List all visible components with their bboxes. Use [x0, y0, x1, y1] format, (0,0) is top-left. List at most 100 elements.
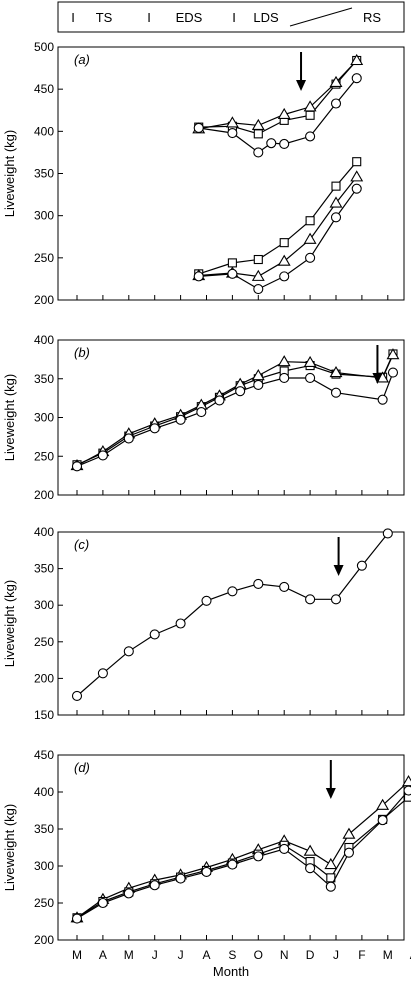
x-tick-label: M — [72, 948, 82, 962]
y-tick-label: 250 — [34, 449, 54, 463]
data-point-circle — [201, 595, 212, 606]
series-line — [76, 781, 409, 919]
y-tick-label: 200 — [34, 293, 54, 307]
data-point-circle — [343, 847, 355, 858]
data-point-triangle — [376, 798, 390, 810]
y-tick-label: 200 — [34, 933, 54, 947]
season-label-ts: TS — [96, 10, 113, 25]
data-point-circle — [175, 618, 186, 629]
data-point-circle — [279, 138, 290, 150]
data-point-triangle — [277, 107, 291, 120]
y-tick-label: 150 — [34, 708, 54, 722]
data-point-circle — [149, 423, 160, 434]
series-2-square — [72, 792, 411, 923]
x-tick-label: O — [254, 948, 263, 962]
x-tick-label: A — [202, 948, 210, 962]
arrow-icon — [325, 760, 336, 799]
data-point-circle — [325, 881, 336, 892]
data-point-circle — [214, 395, 225, 406]
series-line — [198, 60, 358, 130]
data-point-circle — [71, 690, 83, 702]
y-tick-label: 350 — [34, 822, 54, 836]
data-point-triangle — [251, 269, 265, 281]
y-tick-label: 400 — [34, 333, 54, 347]
season-transition-line — [289, 7, 353, 27]
data-point-circle — [227, 268, 238, 279]
season-bar-frame — [57, 1, 405, 33]
data-point-circle — [196, 407, 207, 418]
y-axis-label: Liveweight (kg) — [2, 374, 17, 461]
data-point-triangle — [251, 369, 265, 381]
season-label-lds: LDS — [253, 10, 279, 25]
data-point-circle — [330, 212, 342, 223]
season-label-eds: EDS — [176, 10, 203, 25]
panel-1: 200 250 300 350 400 450 500 Liveweight (kg) (a) — [2, 40, 405, 307]
data-point-circle — [330, 387, 342, 398]
data-point-circle — [279, 271, 290, 282]
series-2-triangle — [192, 53, 364, 134]
panel-4: 200 250 300 350 400 450 Liveweight (kg) (d) — [2, 748, 411, 947]
y-tick-label: 200 — [34, 671, 54, 685]
panel-3: 150 200 250 300 350 400 Liveweight (kg) (c) — [2, 525, 405, 722]
y-tick-label: 500 — [34, 40, 54, 54]
season-label-rs: RS — [363, 10, 381, 25]
arrow-icon — [333, 537, 344, 576]
x-tick-label: M — [124, 948, 134, 962]
data-point-square — [331, 181, 341, 191]
data-point-triangle — [329, 365, 343, 378]
y-tick-label: 350 — [34, 167, 54, 181]
data-point-triangle — [303, 100, 317, 112]
data-point-circle — [71, 461, 83, 472]
series-line — [76, 353, 394, 466]
y-tick-label: 450 — [34, 82, 54, 96]
data-point-circle — [330, 594, 342, 605]
data-point-circle — [227, 586, 238, 597]
series-4-square — [194, 157, 362, 279]
x-tick-label: A — [99, 948, 107, 962]
data-point-circle — [377, 394, 388, 405]
data-point-circle — [305, 131, 316, 142]
data-point-circle — [356, 560, 367, 571]
data-point-triangle — [386, 348, 400, 360]
season-divider: I — [71, 10, 75, 25]
y-tick-label: 250 — [34, 896, 54, 910]
y-tick-label: 300 — [34, 859, 54, 873]
series-line — [198, 77, 358, 154]
data-point-circle — [305, 863, 316, 874]
y-tick-label: 350 — [34, 562, 54, 576]
data-point-circle — [351, 73, 362, 84]
arrow-head — [325, 788, 336, 799]
series-line — [198, 60, 358, 135]
y-tick-label: 200 — [34, 488, 54, 502]
data-point-circle — [175, 873, 186, 884]
data-point-square — [227, 258, 237, 268]
data-point-circle — [123, 646, 134, 657]
x-axis-label: Month — [213, 964, 249, 979]
data-point-circle — [279, 372, 290, 384]
x-tick-label: A — [410, 948, 411, 962]
data-point-circle — [279, 581, 290, 592]
data-point-triangle — [350, 170, 364, 182]
y-tick-label: 300 — [34, 411, 54, 425]
x-tick-label: J — [333, 948, 339, 962]
arrow-icon — [372, 345, 383, 384]
arrow-head — [372, 373, 383, 384]
panel-2: 200 250 300 350 400 Liveweight (kg) (b) — [2, 333, 405, 502]
data-point-circle — [387, 367, 399, 378]
y-tick-label: 450 — [34, 748, 54, 762]
x-tick-label: F — [358, 948, 365, 962]
x-tick-label: J — [152, 948, 158, 962]
data-point-circle — [97, 668, 108, 679]
data-point-circle — [123, 433, 134, 444]
x-tick-label: J — [178, 948, 184, 962]
data-point-triangle — [277, 254, 291, 266]
data-point-circle — [201, 866, 212, 877]
series-line — [76, 796, 409, 919]
x-axis: MAMJJASONDJFMAMonth — [72, 948, 411, 979]
data-point-square — [305, 110, 315, 120]
data-point-square — [279, 238, 289, 248]
panel-label: (b) — [74, 345, 90, 360]
panel-label: (c) — [74, 537, 89, 552]
arrow-head — [296, 80, 307, 91]
